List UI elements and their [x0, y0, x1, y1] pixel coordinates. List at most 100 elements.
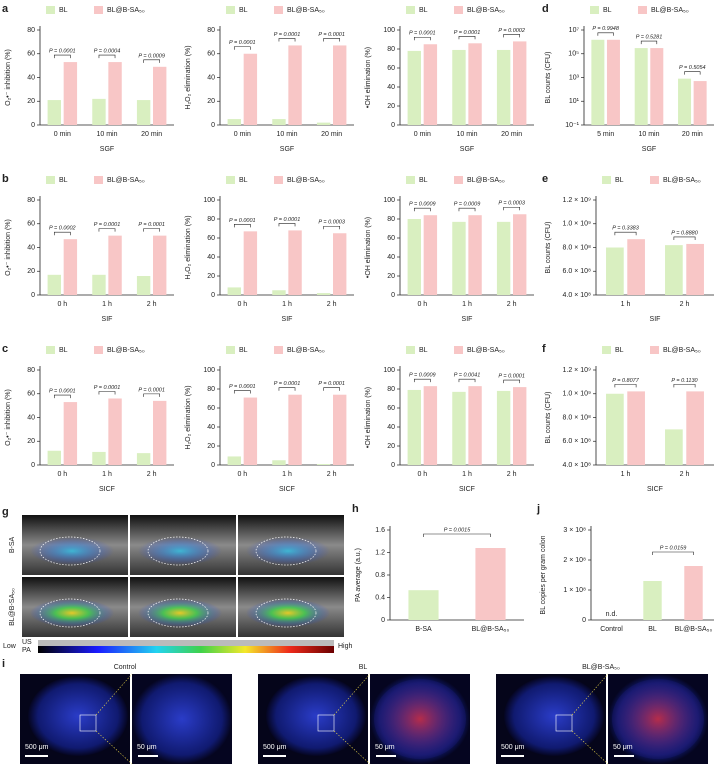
y-tick-label: 100 [203, 197, 215, 204]
y-axis-label: H₂O₂ elimination (%) [185, 215, 192, 279]
bar [665, 429, 683, 465]
bar [408, 590, 439, 620]
y-tick-label: 3 × 10⁸ [563, 527, 586, 534]
y-tick-label: 60 [207, 51, 215, 58]
legend-label: BL@B-SA₅₀ [107, 177, 145, 184]
pa-signal [30, 599, 114, 627]
bar [136, 276, 151, 295]
legend-label: BL [615, 347, 624, 354]
bar [92, 274, 106, 295]
red-signal [374, 679, 466, 759]
roi [147, 536, 209, 566]
p-value: P = 0.5054 [679, 65, 706, 71]
legend-swatch [454, 6, 463, 14]
x-axis-label: SICF [647, 486, 663, 493]
panel-label: f [542, 343, 546, 355]
x-tick-label: 1 h [462, 301, 472, 308]
bar [63, 62, 78, 125]
bar [686, 243, 704, 295]
p-value: P = 0.0002 [49, 226, 76, 232]
x-axis-label: SGF [460, 146, 474, 153]
p-bracket [614, 231, 637, 236]
scale-bar-label: 500 μm [25, 744, 49, 751]
x-tick-label: 10 min [638, 131, 659, 138]
scale-label: Low [3, 643, 17, 650]
bar [468, 43, 482, 125]
panel-label: g [2, 506, 9, 518]
y-tick-label: 40 [387, 424, 395, 431]
y-tick-label: 60 [27, 391, 35, 398]
y-tick-label: 6.0 × 10⁸ [563, 268, 591, 275]
y-tick-label: 0 [31, 122, 35, 129]
bar [496, 221, 511, 295]
y-tick-label: 8.0 × 10⁸ [563, 244, 591, 251]
y-tick-label: 60 [27, 221, 35, 228]
bar [333, 233, 347, 295]
legend-label: BL@B-SA₅₀ [467, 347, 505, 354]
x-tick-label: 1 h [102, 301, 112, 308]
p-value: P = 0.5281 [636, 35, 663, 41]
x-tick-label: 2 h [327, 471, 337, 478]
legend-label: BL@B-SA₅₀ [287, 177, 325, 184]
p-value: P = 0.0001 [229, 218, 256, 224]
red-signal [612, 679, 704, 759]
y-tick-label: 40 [207, 254, 215, 261]
y-tick-label: 20 [27, 268, 35, 275]
x-axis-label: SIF [282, 316, 293, 323]
legend-label: BL@B-SA₅₀ [287, 347, 325, 354]
legend-swatch [454, 346, 463, 354]
x-axis-label: SIF [650, 316, 661, 323]
bar [108, 235, 122, 295]
y-axis-label: •OH elimination (%) [365, 387, 372, 448]
row-label: BL@B-SA₅₀ [9, 588, 16, 626]
y-tick-label: 10⁵ [568, 51, 579, 58]
p-value: P = 0.0001 [274, 32, 301, 38]
y-tick-label: 4.0 × 10⁸ [563, 462, 591, 469]
legend-swatch [650, 346, 659, 354]
p-bracket [98, 391, 116, 395]
legend-label: BL@B-SA₅₀ [467, 7, 505, 14]
x-tick-label: 0 h [417, 301, 427, 308]
p-value: P = 0.0001 [274, 381, 301, 387]
legend-swatch [406, 346, 415, 354]
bar [513, 214, 527, 295]
y-axis-label: O₂•⁻ inhibition (%) [5, 49, 12, 106]
y-tick-label: 0.4 [375, 594, 385, 601]
x-tick-label: 20 min [501, 131, 522, 138]
y-tick-label: 80 [387, 386, 395, 393]
scale-bar-label: 500 μm [501, 744, 525, 751]
bar [63, 402, 78, 465]
x-tick-label: 1 h [621, 471, 631, 478]
zoom-box [317, 714, 335, 732]
y-tick-label: 80 [27, 367, 35, 374]
bar [475, 548, 506, 620]
bar [288, 394, 302, 465]
y-tick-label: 100 [383, 367, 395, 374]
legend-swatch [406, 6, 415, 14]
x-tick-label: 0 h [57, 471, 67, 478]
y-tick-label: 20 [207, 98, 215, 105]
bar [650, 48, 664, 126]
y-tick-label: 60 [27, 51, 35, 58]
x-tick-label: BL [648, 626, 657, 633]
y-axis-label: BL counts (CFU) [545, 222, 552, 274]
y-tick-label: 80 [27, 197, 35, 204]
bar [288, 45, 302, 125]
bar [606, 247, 624, 295]
bar [108, 398, 122, 465]
group-title: Control [114, 664, 137, 671]
p-value: P = 0.0001 [138, 387, 165, 393]
bar [627, 239, 645, 295]
legend-swatch [226, 346, 235, 354]
y-tick-label: 10³ [569, 74, 580, 81]
y-tick-label: 100 [383, 197, 395, 204]
x-tick-label: 10 min [456, 131, 477, 138]
y-tick-label: 60 [387, 405, 395, 412]
x-tick-label: 2 h [680, 471, 690, 478]
y-tick-label: 0 [211, 122, 215, 129]
colorbar-us [38, 640, 334, 646]
p-value: P = 0.9948 [592, 26, 619, 32]
p-bracket [233, 390, 251, 394]
p-bracket [53, 394, 71, 399]
legend-swatch [602, 346, 611, 354]
